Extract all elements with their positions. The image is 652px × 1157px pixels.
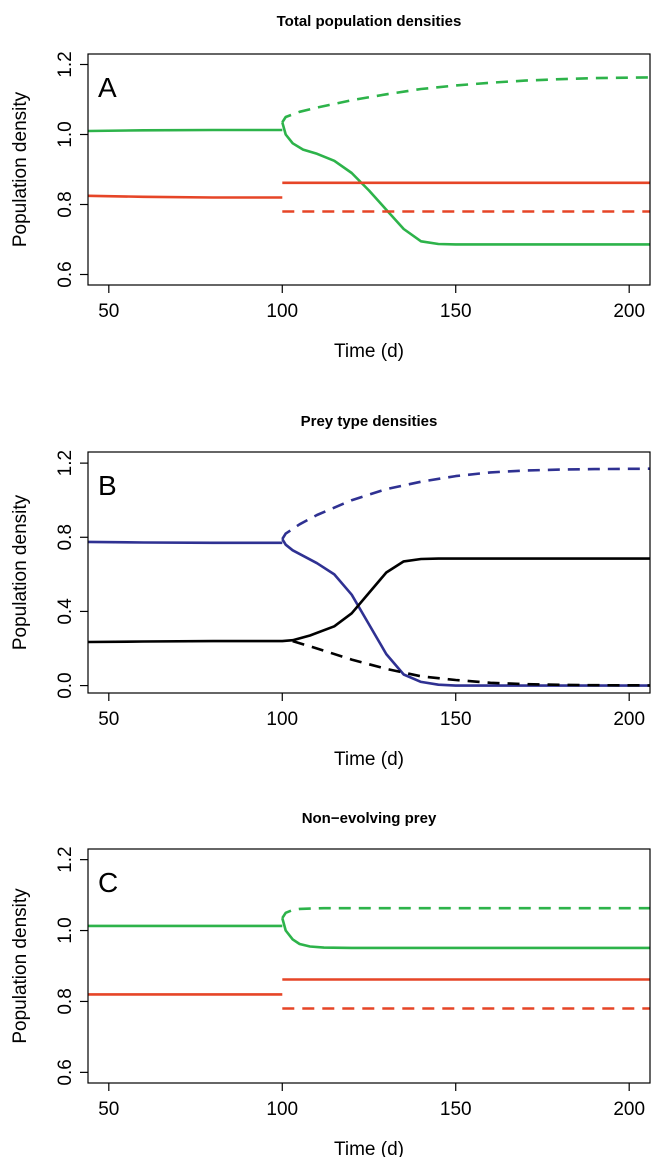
- chart-panel-b: Prey type densities 50 100 150 200 0.0 0.4 0.8 1…: [10, 413, 651, 770]
- series-line-2: [281, 467, 650, 540]
- y-tick-label: 0.8: [55, 524, 76, 550]
- plot-frame: [87, 451, 651, 694]
- plot-frame: [87, 53, 651, 286]
- y-tick-label: 0.0: [55, 672, 76, 698]
- series-line-3: [88, 194, 283, 199]
- x-axis-label: Time (d): [334, 749, 404, 770]
- chart-panel-a: Total population densities 50 100 150 200 0.6…: [10, 13, 651, 362]
- series-line-2: [281, 906, 650, 919]
- plot-frame: [87, 848, 651, 1084]
- chart-title: Prey type densities: [301, 413, 438, 430]
- x-tick-label: 50: [98, 1099, 119, 1120]
- x-tick-label: 100: [266, 709, 298, 730]
- series-line-2: [281, 76, 650, 124]
- series-line-4: [292, 639, 650, 687]
- x-tick-label: 200: [613, 301, 645, 322]
- y-tick-label: 0.8: [55, 191, 76, 217]
- series-line-1: [281, 538, 650, 687]
- panel-letter: B: [98, 470, 117, 501]
- x-axis-label: Time (d): [334, 1139, 404, 1157]
- chart-title: Non−evolving prey: [302, 810, 437, 827]
- x-axis-label: Time (d): [334, 341, 404, 362]
- panel-letter: A: [98, 72, 117, 103]
- x-tick-label: 100: [266, 301, 298, 322]
- series-group: [88, 467, 650, 687]
- series-line-1: [281, 121, 650, 246]
- chart-panel-c: Non−evolving prey 50 100 150 200 0.6 0.8 1.0 1.2…: [10, 810, 651, 1157]
- x-tick-label: 200: [613, 709, 645, 730]
- x-tick-label: 50: [98, 709, 119, 730]
- x-tick-label: 150: [440, 1099, 472, 1120]
- series-group: [88, 906, 650, 1010]
- series-group: [88, 76, 650, 246]
- y-tick-label: 1.0: [55, 917, 76, 943]
- y-tick-label: 1.2: [55, 846, 76, 872]
- x-tick-label: 200: [613, 1099, 645, 1120]
- x-tick-label: 100: [266, 1099, 298, 1120]
- x-tick-label: 150: [440, 301, 472, 322]
- chart-title: Total population densities: [277, 13, 462, 30]
- series-line-0: [88, 128, 283, 133]
- y-tick-label: 0.6: [55, 1059, 76, 1085]
- y-axis-label: Population density: [10, 91, 31, 247]
- y-tick-label: 0.4: [55, 598, 76, 625]
- x-tick-label: 150: [440, 709, 472, 730]
- y-axis-label: Population density: [10, 888, 31, 1044]
- x-tick-label: 50: [98, 301, 119, 322]
- y-tick-label: 1.0: [55, 121, 76, 147]
- series-line-1: [281, 917, 650, 950]
- y-tick-label: 1.2: [55, 51, 76, 77]
- y-axis-label: Population density: [10, 494, 31, 650]
- y-tick-label: 1.2: [55, 450, 76, 476]
- panel-letter: C: [98, 867, 118, 898]
- y-tick-label: 0.8: [55, 988, 76, 1014]
- series-line-3: [88, 557, 650, 644]
- series-line-0: [88, 540, 283, 545]
- y-tick-label: 0.6: [55, 261, 76, 287]
